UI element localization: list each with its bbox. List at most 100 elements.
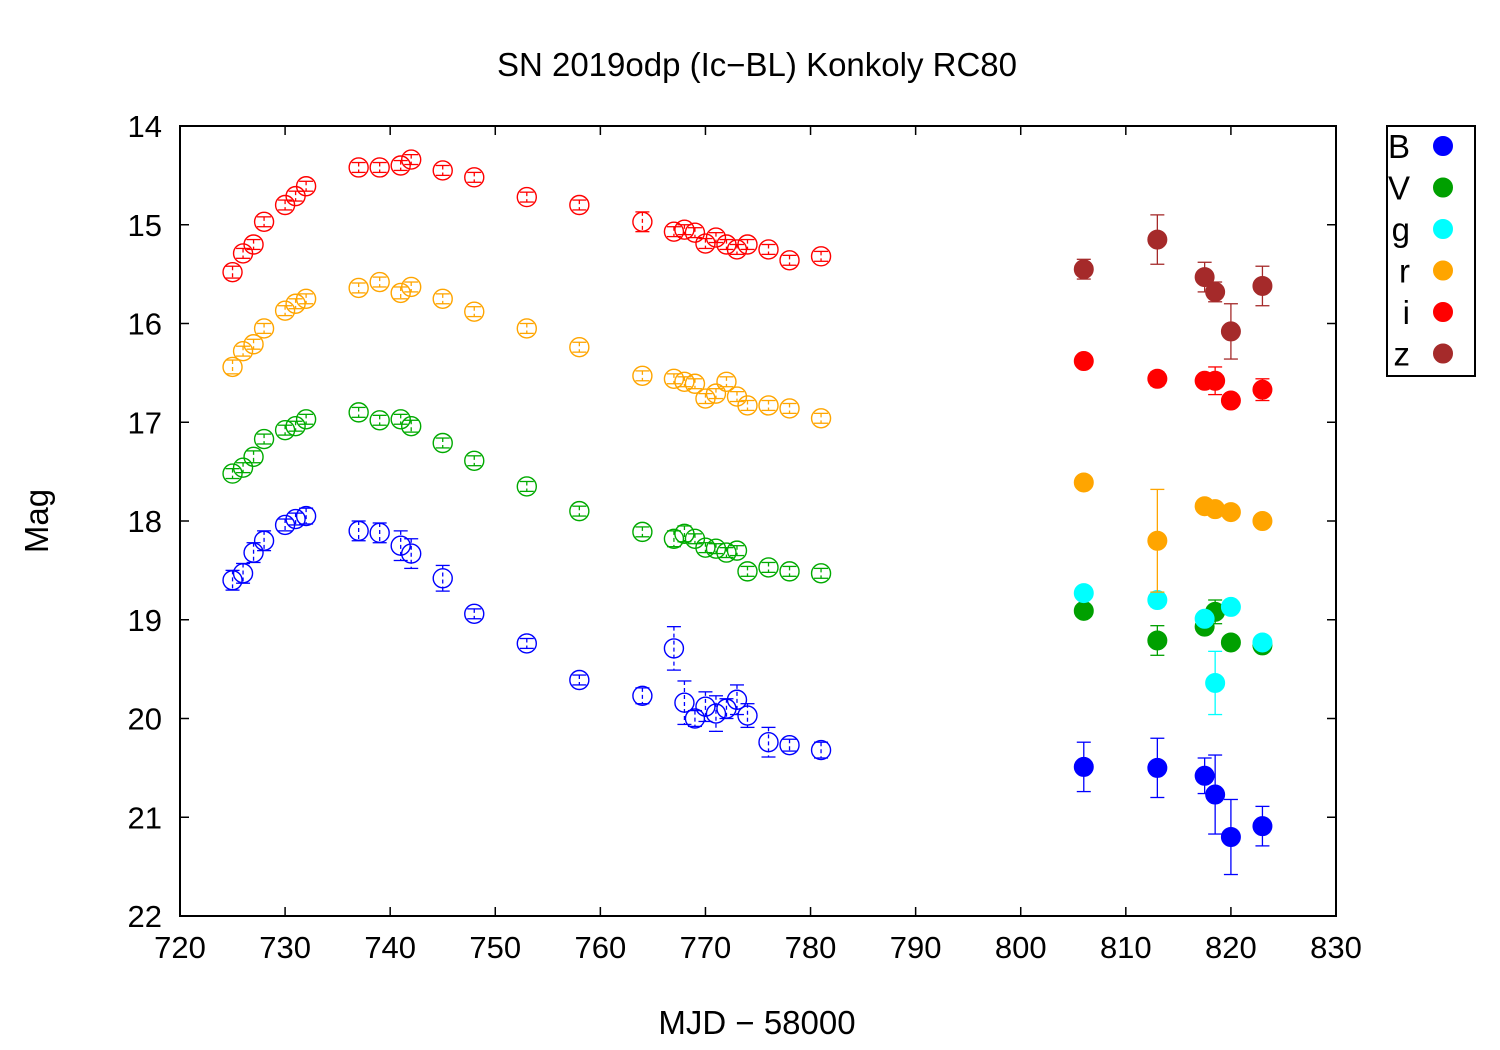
data-point-r — [1220, 502, 1241, 523]
point-marker — [1194, 608, 1215, 629]
point-marker — [516, 186, 537, 208]
data-point-i — [779, 250, 800, 271]
point-marker — [569, 500, 590, 522]
point-marker — [716, 542, 737, 563]
point-marker — [1194, 765, 1215, 786]
point-marker — [516, 633, 537, 654]
data-point-b — [274, 514, 296, 536]
y-tick-label: 17 — [128, 405, 162, 440]
point-marker — [295, 409, 317, 430]
point-marker — [1220, 502, 1241, 523]
point-marker — [295, 288, 317, 310]
legend-box — [1386, 125, 1476, 377]
data-point-i — [737, 234, 758, 255]
point-marker — [1220, 632, 1241, 653]
data-point-r — [253, 318, 275, 339]
legend-label-i: i — [1403, 294, 1410, 331]
point-marker — [1073, 583, 1094, 604]
point-marker — [232, 457, 254, 478]
legend-marker-v — [1433, 177, 1453, 198]
point-marker — [464, 603, 485, 625]
data-point-v — [390, 409, 411, 430]
y-tick-label: 22 — [128, 899, 162, 934]
point-marker — [569, 337, 590, 358]
data-point-r — [390, 282, 411, 304]
point-marker — [369, 157, 390, 178]
data-point-b — [285, 508, 306, 530]
point-marker — [295, 505, 317, 527]
point-marker — [1252, 632, 1273, 653]
point-marker — [663, 368, 685, 389]
point-marker — [810, 739, 832, 761]
point-marker — [274, 419, 296, 441]
point-marker — [779, 398, 800, 419]
point-marker — [695, 696, 716, 717]
data-point-v — [295, 409, 317, 430]
point-marker — [674, 371, 695, 392]
data-point-v — [516, 476, 537, 497]
data-point-i — [705, 227, 727, 248]
data-point-b — [632, 685, 653, 706]
point-marker — [401, 543, 422, 564]
point-marker — [390, 535, 411, 556]
point-marker — [348, 157, 369, 178]
data-point-g — [1220, 596, 1241, 617]
point-marker — [401, 276, 422, 298]
y-tick-label: 16 — [128, 307, 162, 342]
point-marker — [232, 563, 254, 584]
data-point-b — [295, 505, 317, 527]
data-point-v — [243, 446, 264, 468]
point-marker — [695, 233, 716, 254]
data-point-g — [1252, 632, 1273, 653]
data-point-i — [1220, 390, 1241, 411]
point-marker — [737, 234, 758, 255]
data-point-g — [1205, 650, 1226, 716]
point-marker — [432, 288, 453, 310]
data-point-b — [232, 562, 254, 584]
data-point-b — [348, 520, 369, 542]
point-marker — [222, 570, 243, 591]
point-marker — [1252, 816, 1273, 837]
point-marker — [663, 638, 685, 659]
data-point-i — [369, 157, 390, 178]
point-marker — [464, 301, 485, 322]
data-point-r — [1073, 472, 1094, 493]
data-point-b — [758, 726, 779, 758]
data-point-g — [1073, 583, 1094, 604]
x-tick-label: 750 — [469, 930, 521, 965]
data-point-b — [684, 708, 706, 729]
point-marker — [432, 432, 453, 454]
data-point-z — [1205, 281, 1226, 303]
data-point-i — [432, 160, 453, 181]
data-point-b — [222, 569, 243, 591]
point-marker — [1147, 229, 1168, 250]
data-point-v — [232, 457, 254, 478]
point-marker — [758, 557, 779, 578]
data-point-v — [726, 540, 748, 561]
point-marker — [348, 402, 369, 423]
point-marker — [222, 356, 243, 378]
data-point-z — [1073, 258, 1094, 280]
data-point-i — [1205, 366, 1226, 396]
data-point-r — [569, 337, 590, 358]
y-tick-label: 21 — [128, 800, 162, 835]
point-marker — [1220, 390, 1241, 411]
data-point-r — [663, 368, 685, 389]
data-point-r — [1205, 499, 1226, 520]
data-point-i — [684, 222, 706, 243]
data-point-r — [243, 334, 264, 355]
point-marker — [1147, 368, 1168, 389]
point-marker — [1205, 672, 1226, 693]
data-point-r — [222, 356, 243, 378]
legend-marker-b — [1433, 136, 1453, 156]
point-marker — [810, 246, 832, 267]
data-point-i — [810, 246, 832, 267]
data-point-b — [1252, 805, 1273, 847]
data-point-v — [569, 500, 590, 522]
point-marker — [1205, 281, 1226, 302]
point-marker — [222, 261, 243, 283]
data-point-r — [737, 395, 758, 416]
data-point-b — [1147, 737, 1168, 799]
legend-marker-i — [1433, 302, 1453, 322]
point-marker — [726, 689, 748, 710]
